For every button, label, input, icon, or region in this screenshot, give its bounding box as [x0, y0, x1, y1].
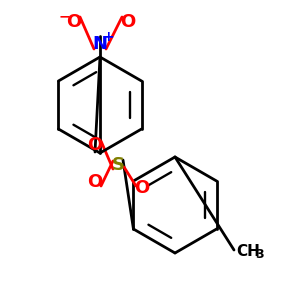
Text: CH: CH	[236, 244, 260, 260]
Text: O: O	[120, 13, 136, 31]
Text: N: N	[92, 35, 107, 53]
Text: O: O	[87, 136, 103, 154]
Text: 3: 3	[256, 248, 264, 262]
Text: O: O	[87, 173, 103, 191]
Text: −: −	[58, 9, 70, 23]
Text: O: O	[134, 179, 150, 197]
Text: O: O	[66, 13, 82, 31]
Text: S: S	[112, 156, 124, 174]
Text: +: +	[102, 30, 114, 44]
